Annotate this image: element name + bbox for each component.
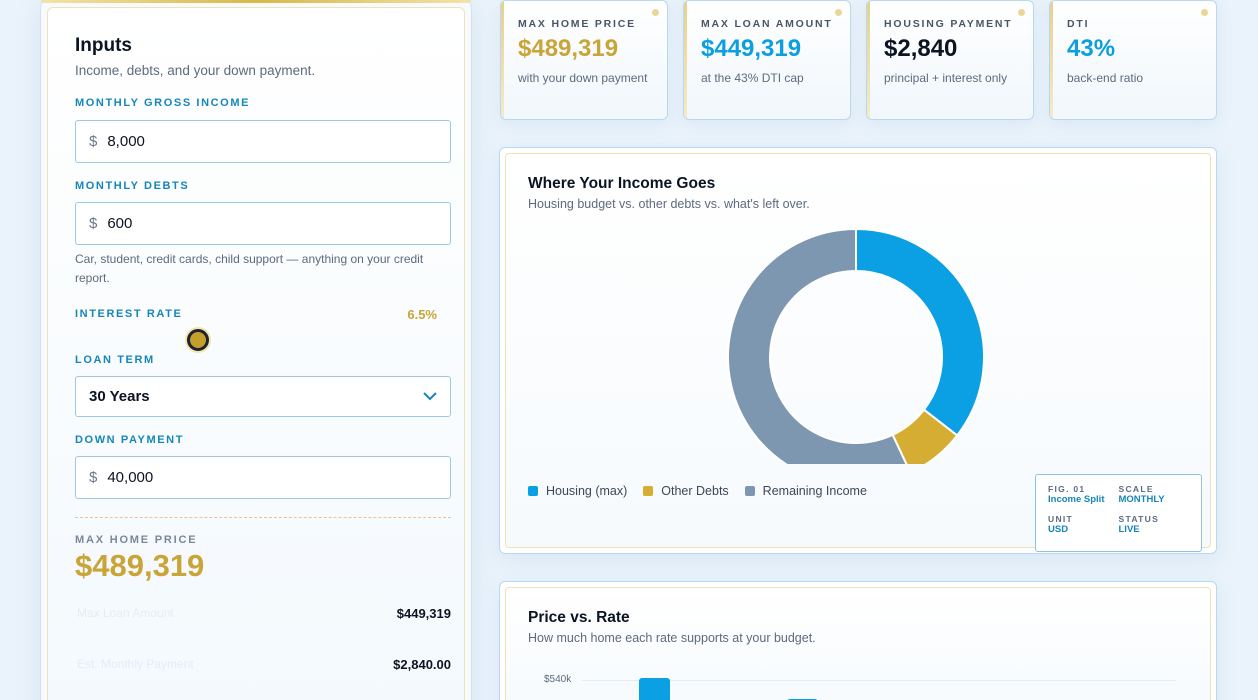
fig-cell: STATUS LIVE: [1119, 514, 1190, 543]
stat-value: $2,840: [884, 35, 958, 62]
summary-row: Max Loan Amount $449,319: [77, 606, 451, 621]
fig-cell: FIG. 01 Income Split: [1048, 484, 1119, 513]
donut-slice-remaining-income[interactable]: [727, 227, 910, 466]
summary-row-key: Max Loan Amount: [77, 606, 174, 620]
chart-subtitle: How much home each rate supports at your…: [528, 631, 816, 645]
stat-value: $489,319: [518, 35, 619, 62]
stat-label: MAX HOME PRICE: [518, 18, 636, 30]
inputs-panel-inner: Inputs Income, debts, and your down paym…: [47, 7, 465, 700]
debts-help: Car, student, credit cards, child suppor…: [75, 252, 424, 285]
rate-value: 6.5%: [407, 307, 437, 322]
down-payment-value[interactable]: 40,000: [107, 469, 154, 486]
summary-row: Est. Monthly Payment $2,840.00: [77, 657, 451, 672]
debts-input[interactable]: $ 600: [75, 202, 451, 245]
term-select[interactable]: 30 Years: [75, 376, 451, 417]
panel-subtitle: Income, debts, and your down payment.: [75, 63, 316, 78]
inputs-panel: Inputs Income, debts, and your down paym…: [40, 0, 472, 700]
stat-note: at the 43% DTI cap: [701, 71, 804, 85]
summary-row-key: Est. Monthly Payment: [77, 657, 194, 671]
down-label: DOWN PAYMENT: [75, 434, 185, 446]
summary-row-value: $449,319: [396, 606, 451, 621]
stat-label: DTI: [1067, 18, 1090, 30]
stat-note: principal + interest only: [884, 71, 1008, 85]
fig-key: UNIT: [1048, 513, 1074, 524]
fig-value: LIVE: [1118, 523, 1140, 535]
gridline: [582, 680, 1176, 681]
stat-value: $449,319: [701, 35, 802, 62]
chart-legend: Housing (max) Other Debts Remaining Inco…: [528, 484, 867, 498]
rate-slider-handle[interactable]: [187, 329, 209, 351]
income-chart-panel: Where Your Income Goes Housing budget vs…: [499, 147, 1217, 554]
summary-value: $489,319: [75, 548, 205, 583]
income-label: MONTHLY GROSS INCOME: [75, 97, 251, 109]
legend-item-other-debts[interactable]: Other Debts: [643, 484, 729, 498]
rate-chart-panel: Price vs. Rate How much home each rate s…: [499, 581, 1217, 700]
rate-chart-inner: Price vs. Rate How much home each rate s…: [505, 587, 1211, 700]
debts-label: MONTHLY DEBTS: [75, 180, 190, 192]
down-payment-input[interactable]: $ 40,000: [75, 456, 451, 499]
term-label: LOAN TERM: [75, 354, 155, 366]
debts-value[interactable]: 600: [107, 215, 133, 232]
summary-label: MAX HOME PRICE: [75, 534, 198, 546]
status-dot: [652, 9, 659, 16]
status-dot: [1201, 9, 1208, 16]
status-dot: [1018, 9, 1025, 16]
fig-key: FIG. 01: [1048, 484, 1086, 494]
legend-swatch: [744, 486, 755, 496]
legend-swatch: [528, 486, 538, 496]
stat-note: with your down payment: [518, 71, 648, 85]
legend-swatch: [643, 486, 654, 496]
stat-note: back-end ratio: [1067, 71, 1144, 85]
stat-card-max-loan-amount: MAX LOAN AMOUNT $449,319 at the 43% DTI …: [683, 0, 851, 120]
legend-item-housing[interactable]: Housing (max): [528, 484, 627, 498]
legend-label: Other Debts: [661, 484, 729, 498]
chart-subtitle: Housing budget vs. other debts vs. what'…: [528, 197, 810, 211]
income-input[interactable]: $ 8,000: [75, 120, 451, 163]
income-chart-inner: Where Your Income Goes Housing budget vs…: [505, 153, 1211, 552]
chart-title: Price vs. Rate: [528, 609, 630, 626]
fig-value: MONTHLY: [1118, 494, 1165, 505]
chevron-down-icon: [423, 392, 437, 401]
currency-symbol: $: [89, 215, 98, 232]
stat-card-housing-payment: HOUSING PAYMENT $2,840 principal + inter…: [866, 0, 1034, 120]
panel-title: Inputs: [75, 35, 132, 56]
stat-card-max-home-price: MAX HOME PRICE $489,319 with your down p…: [500, 0, 668, 120]
income-value[interactable]: 8,000: [107, 133, 145, 150]
donut-slice-housing-max[interactable]: [855, 227, 985, 437]
term-value: 30 Years: [89, 388, 150, 405]
fig-key: SCALE: [1118, 484, 1154, 494]
legend-label: Housing (max): [546, 484, 628, 498]
bar: [639, 678, 670, 700]
legend-label: Remaining Income: [762, 484, 867, 498]
stat-card-dti: DTI 43% back-end ratio: [1049, 0, 1217, 120]
stat-label: HOUSING PAYMENT: [884, 18, 1013, 30]
status-dot: [835, 9, 842, 16]
summary-row-value: $2,840.00: [393, 657, 451, 672]
stat-value: 43%: [1067, 35, 1116, 62]
currency-symbol: $: [89, 469, 98, 486]
fig-value: Income Split: [1048, 494, 1105, 505]
fig-cell: SCALE MONTHLY: [1119, 484, 1190, 513]
rate-label: INTEREST RATE: [75, 308, 183, 320]
fig-cell: UNIT USD: [1048, 514, 1119, 543]
income-donut-chart: [727, 227, 985, 466]
fig-value: USD: [1048, 523, 1069, 535]
fig-key: STATUS: [1118, 513, 1160, 524]
figure-meta-box: FIG. 01 Income Split SCALE MONTHLY UNIT …: [1035, 474, 1202, 552]
y-tick-label: $540k: [544, 674, 572, 685]
legend-item-remaining[interactable]: Remaining Income: [744, 484, 867, 498]
stat-label: MAX LOAN AMOUNT: [701, 18, 833, 30]
chart-title: Where Your Income Goes: [528, 175, 716, 192]
divider: [75, 517, 451, 518]
currency-symbol: $: [89, 133, 98, 150]
